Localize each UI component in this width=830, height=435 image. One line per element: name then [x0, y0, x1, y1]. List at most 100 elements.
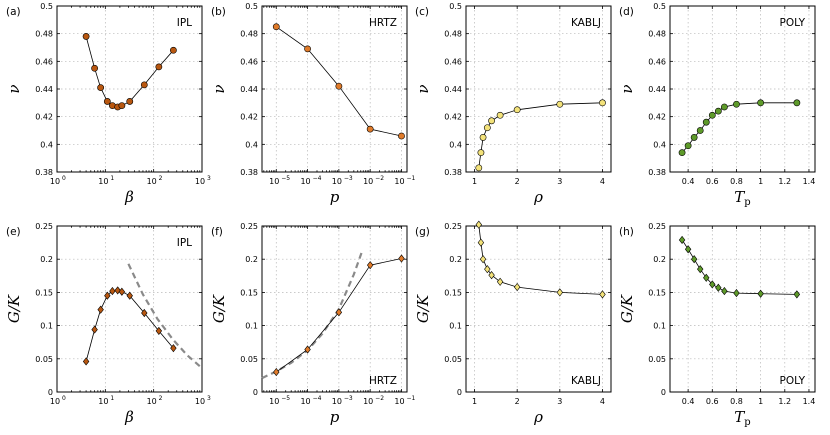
x-axis-label: Tp [734, 188, 750, 208]
y-tick-label: 0.2 [653, 255, 666, 264]
data-point [556, 288, 564, 297]
y-tick-label: 0.44 [444, 85, 462, 94]
y-tick-label: 0.5 [40, 2, 53, 11]
x-tick-label: 10 [50, 397, 60, 406]
data-point [484, 265, 491, 274]
y-axis-label: ν [5, 84, 23, 93]
data-point [126, 98, 134, 105]
y-tick-label: 0 [457, 388, 462, 397]
data-point [697, 265, 704, 274]
x-tick-label: 4 [600, 397, 605, 406]
data-point [488, 117, 495, 125]
y-tick-label: 0.25 [444, 222, 462, 231]
data-point [82, 357, 90, 366]
data-point [733, 288, 740, 298]
y-tick-label: 0.25 [648, 222, 666, 231]
data-point [170, 344, 177, 353]
y-tick-label: 0.25 [35, 222, 53, 231]
x-tick-exponent: 3 [207, 175, 211, 182]
x-tick-exponent: −1 [406, 395, 415, 402]
y-tick-label: 0.05 [648, 355, 666, 364]
data-point [483, 124, 491, 132]
data-point [757, 289, 764, 298]
axes-frame [669, 225, 816, 393]
y-tick-label: 0.05 [444, 355, 462, 364]
fit-curve [261, 250, 364, 380]
y-tick-label: 0.44 [648, 85, 666, 94]
system-label: POLY [780, 375, 806, 387]
system-label: POLY [780, 17, 806, 29]
panel-label: (h) [619, 226, 634, 238]
y-tick-label: 0.38 [648, 168, 666, 177]
panel-label: (c) [415, 6, 429, 18]
data-point [104, 291, 111, 300]
panel-b: 0.380.40.420.440.460.480.510 −5 10 −4 10 −3 10… [210, 2, 416, 206]
series-line [478, 102, 603, 168]
panel-h: 0 0.05 0.1 0.15 0.2 0.25 0.4 0.6 0.8 1 1.2 1.4 (h) PO… [618, 222, 816, 428]
x-tick-label: 10 [269, 177, 279, 186]
y-tick-label: 0.4 [245, 140, 258, 149]
y-axis-label: ν [618, 84, 636, 93]
y-tick-label: 0.38 [240, 168, 258, 177]
data-point [398, 132, 405, 140]
panel-label: (e) [6, 226, 21, 238]
data-point [690, 134, 698, 141]
data-point [793, 99, 801, 107]
y-tick-label: 0.5 [653, 2, 666, 11]
data-point [513, 106, 521, 114]
axes-frame [465, 225, 612, 393]
data-point [477, 238, 485, 247]
panel-label: (f) [211, 226, 223, 238]
x-tick-exponent: −2 [375, 175, 384, 182]
data-point [335, 308, 343, 317]
data-point [272, 23, 280, 31]
y-tick-label: 0.5 [449, 2, 462, 11]
x-tick-exponent: 0 [62, 395, 66, 402]
data-point [733, 100, 740, 108]
data-point [793, 290, 801, 299]
data-point [475, 220, 482, 229]
data-point [479, 134, 487, 141]
y-tick-label: 0.1 [245, 322, 258, 331]
data-point [696, 127, 704, 134]
x-tick-label: 10 [269, 397, 279, 406]
y-tick-label: 0.42 [648, 113, 666, 122]
data-point [475, 164, 483, 172]
axes-frame [261, 225, 408, 393]
x-tick-exponent: −4 [313, 175, 322, 182]
data-point [118, 102, 126, 109]
data-point [155, 63, 163, 71]
y-axis-label: ν [210, 84, 228, 93]
system-label: IPL [177, 17, 192, 29]
data-point [488, 271, 495, 280]
y-tick-label: 0 [661, 388, 666, 397]
x-tick-label: 0.4 [682, 397, 695, 406]
x-tick-exponent: −3 [344, 175, 353, 182]
data-point [678, 235, 686, 245]
x-tick-label: 0.6 [706, 397, 719, 406]
x-tick-label: 10 [98, 397, 108, 406]
y-tick-label: 0.1 [449, 322, 462, 331]
x-axis-label: Tp [734, 408, 750, 428]
x-axis-label: p [330, 188, 340, 206]
system-label: HRTZ [369, 17, 397, 29]
data-point [708, 111, 716, 119]
y-tick-label: 0.38 [444, 168, 462, 177]
y-tick-label: 0 [48, 388, 53, 397]
y-tick-label: 0.1 [40, 322, 53, 331]
data-point [114, 286, 121, 295]
data-point [140, 81, 148, 89]
y-tick-label: 0.46 [240, 57, 258, 66]
x-tick-exponent: 3 [207, 395, 211, 402]
x-tick-exponent: 1 [110, 175, 114, 182]
x-tick-exponent: −5 [281, 175, 290, 182]
x-tick-label: 0.8 [730, 397, 743, 406]
y-tick-label: 0.4 [40, 140, 53, 149]
data-point [273, 367, 280, 377]
y-tick-label: 0.48 [35, 30, 53, 39]
y-tick-label: 0.05 [35, 355, 53, 364]
x-tick-label: 10 [98, 177, 108, 186]
data-point [97, 84, 105, 92]
data-point [709, 280, 716, 289]
